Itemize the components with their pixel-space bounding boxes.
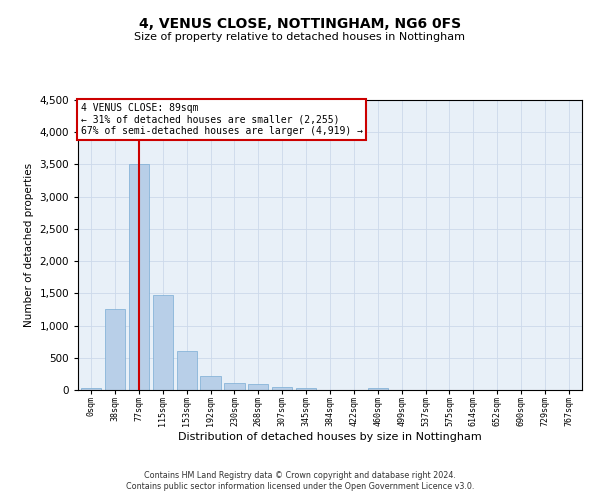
Y-axis label: Number of detached properties: Number of detached properties [24, 163, 34, 327]
X-axis label: Distribution of detached houses by size in Nottingham: Distribution of detached houses by size … [178, 432, 482, 442]
Text: 4, VENUS CLOSE, NOTTINGHAM, NG6 0FS: 4, VENUS CLOSE, NOTTINGHAM, NG6 0FS [139, 18, 461, 32]
Text: Contains HM Land Registry data © Crown copyright and database right 2024.: Contains HM Land Registry data © Crown c… [144, 471, 456, 480]
Bar [248, 384, 268, 390]
Bar [129, 164, 149, 390]
Bar [200, 376, 221, 390]
Bar [296, 388, 316, 390]
Bar [176, 352, 197, 390]
Bar [105, 309, 125, 390]
Bar [152, 294, 173, 390]
Text: Size of property relative to detached houses in Nottingham: Size of property relative to detached ho… [134, 32, 466, 42]
Text: 4 VENUS CLOSE: 89sqm
← 31% of detached houses are smaller (2,255)
67% of semi-de: 4 VENUS CLOSE: 89sqm ← 31% of detached h… [80, 103, 362, 136]
Bar [224, 382, 245, 390]
Bar [272, 387, 292, 390]
Bar [368, 388, 388, 390]
Bar [81, 388, 101, 390]
Text: Contains public sector information licensed under the Open Government Licence v3: Contains public sector information licen… [126, 482, 474, 491]
